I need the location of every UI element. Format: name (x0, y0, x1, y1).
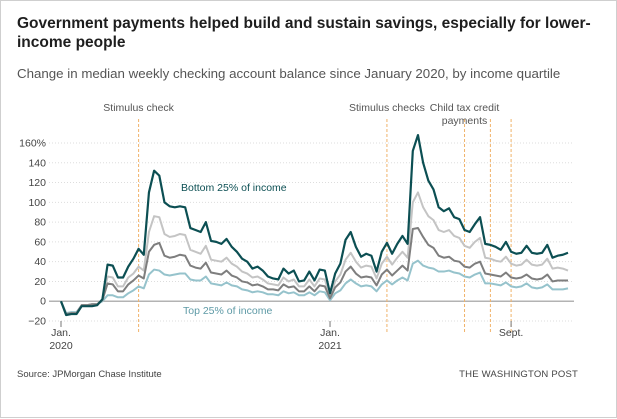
y-axis-ticks: −20 0 20 40 60 80 100 120 140 160% (19, 138, 46, 328)
annotation-label: Child tax credit (430, 102, 500, 114)
y-tick-label: −20 (28, 316, 46, 328)
y-tick-label: 120 (28, 177, 46, 189)
annotation-label: Stimulus checks (349, 102, 425, 114)
publisher-credit: THE WASHINGTON POST (459, 369, 578, 380)
series-line-third (60, 191, 569, 316)
y-tick-label: 80 (34, 217, 46, 229)
y-tick-label: 40 (34, 256, 46, 268)
series-line-bottom25 (59, 133, 569, 317)
event-lines: Stimulus check Stimulus checks Child tax c… (103, 102, 512, 333)
y-tick-label: 140 (28, 157, 46, 169)
source-note: Source: JPMorgan Chase Institute (17, 369, 162, 380)
series-line-second (60, 227, 568, 316)
series-line-top25 (60, 259, 569, 315)
y-tick-label: 20 (34, 276, 46, 288)
y-tick-label: 0 (40, 296, 46, 308)
series-lines (59, 133, 569, 317)
y-tick-label: 160% (19, 138, 46, 150)
x-tick-year: 2020 (49, 340, 73, 352)
y-tick-label: 60 (34, 236, 46, 248)
annotation-label: payments (442, 115, 488, 127)
x-tick-label: Jan. (51, 327, 71, 339)
x-tick-label: Sept. (499, 327, 524, 339)
label-bottom-25: Bottom 25% of income (181, 182, 287, 194)
chart-title: Government payments helped build and sus… (17, 15, 591, 51)
chart-subtitle: Change in median weekly checking account… (17, 66, 561, 81)
x-tick-year: 2021 (318, 340, 342, 352)
annotation-label: Stimulus check (103, 102, 174, 114)
y-tick-label: 100 (28, 197, 46, 209)
x-tick-label: Jan. (320, 327, 340, 339)
label-top-25: Top 25% of income (183, 305, 272, 317)
series-labels: Bottom 25% of income Top 25% of income (181, 182, 287, 317)
gridlines (49, 142, 574, 322)
